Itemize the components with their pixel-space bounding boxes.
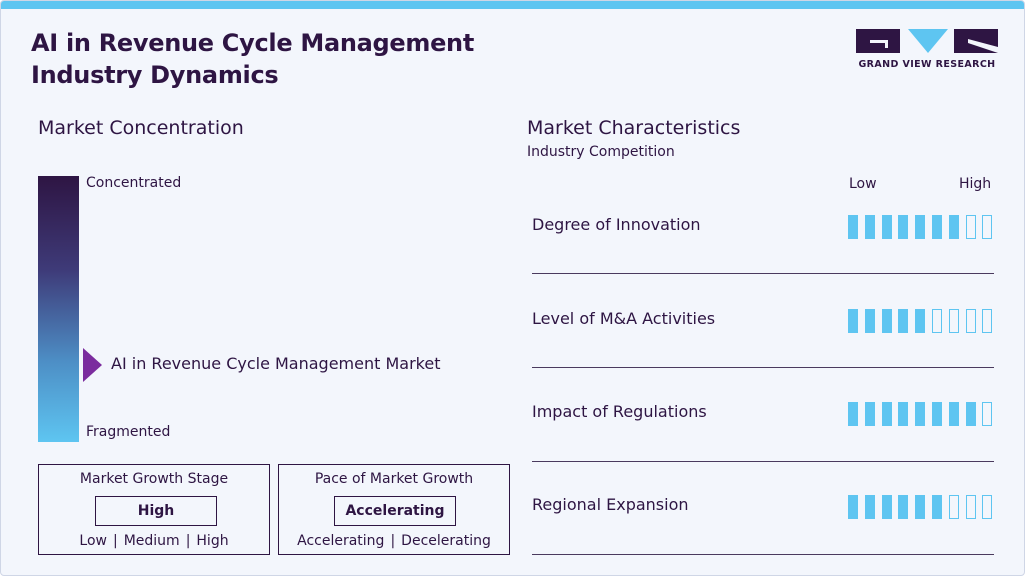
concentrated-label: Concentrated (86, 175, 182, 191)
growth-stage-option-low: Low (79, 533, 107, 549)
row-divider (532, 273, 994, 274)
rating-tick-filled (931, 495, 942, 519)
growth-stage-title: Market Growth Stage (79, 471, 229, 487)
rating-tick-filled (881, 309, 892, 333)
industry-competition-subheading: Industry Competition (527, 144, 675, 160)
rating-tick-filled (915, 402, 926, 426)
characteristic-rating-scale (848, 215, 999, 239)
characteristic-label: Impact of Regulations (532, 402, 707, 421)
pace-of-market-growth-box: Pace of Market Growth Accelerating Accel… (278, 464, 510, 555)
characteristic-label: Regional Expansion (532, 495, 689, 514)
rating-tick-filled (965, 402, 976, 426)
rating-tick-filled (898, 495, 909, 519)
rating-tick-empty (982, 402, 993, 426)
growth-pace-options: Accelerating | Decelerating (297, 533, 491, 549)
growth-pace-title: Pace of Market Growth (314, 471, 474, 487)
title-line-1: AI in Revenue Cycle Management (31, 29, 475, 57)
growth-stage-value: High (95, 496, 217, 526)
growth-pace-option-accelerating: Accelerating (297, 533, 385, 549)
row-divider (532, 461, 994, 462)
rating-tick-empty (982, 309, 993, 333)
logo-text: GRAND VIEW RESEARCH (858, 59, 996, 70)
rating-tick-filled (848, 309, 858, 333)
rating-tick-filled (848, 215, 858, 239)
row-divider (532, 554, 994, 555)
rating-tick-empty (965, 495, 976, 519)
rating-tick-filled (948, 215, 959, 239)
rating-tick-filled (948, 402, 959, 426)
rating-tick-empty (948, 495, 959, 519)
characteristic-label: Level of M&A Activities (532, 309, 716, 328)
growth-stage-option-medium: Medium (123, 533, 180, 549)
rating-tick-filled (864, 402, 875, 426)
rating-tick-empty (965, 309, 976, 333)
market-concentration-heading: Market Concentration (38, 117, 244, 139)
rating-tick-filled (848, 402, 858, 426)
market-position-label: AI in Revenue Cycle Management Market (111, 354, 441, 373)
logo-mark-icon (856, 29, 998, 53)
scale-low-label: Low (849, 176, 877, 192)
rating-tick-filled (848, 495, 858, 519)
scale-high-label: High (959, 176, 992, 192)
growth-pace-value: Accelerating (334, 496, 456, 526)
market-characteristics-heading: Market Characteristics (527, 117, 741, 139)
rating-tick-filled (931, 402, 942, 426)
growth-stage-options: Low | Medium | High (79, 533, 229, 549)
rating-tick-empty (982, 215, 993, 239)
market-position-pointer-icon (83, 348, 102, 382)
rating-tick-empty (982, 495, 993, 519)
rating-tick-filled (881, 402, 892, 426)
rating-tick-filled (864, 495, 875, 519)
rating-tick-filled (915, 215, 926, 239)
rating-tick-filled (864, 309, 875, 333)
rating-tick-empty (965, 215, 976, 239)
characteristic-rating-scale (848, 309, 999, 333)
growth-pace-option-decelerating: Decelerating (401, 533, 491, 549)
grand-view-research-logo: GRAND VIEW RESEARCH (856, 29, 998, 73)
market-growth-stage-box: Market Growth Stage High Low | Medium | High (38, 464, 270, 555)
characteristic-label: Degree of Innovation (532, 215, 701, 234)
characteristic-rating-scale (848, 495, 999, 519)
row-divider (532, 367, 994, 368)
rating-tick-filled (881, 495, 892, 519)
rating-tick-empty (948, 309, 959, 333)
rating-tick-filled (898, 402, 909, 426)
title-line-2: Industry Dynamics (31, 61, 279, 89)
rating-tick-filled (898, 215, 909, 239)
page-title: AI in Revenue Cycle Management Industry … (31, 27, 551, 91)
concentration-scale-bar (38, 176, 79, 442)
rating-tick-filled (881, 215, 892, 239)
top-accent-bar (1, 1, 1024, 9)
growth-stage-option-high: High (196, 533, 229, 549)
rating-tick-filled (915, 309, 926, 333)
rating-tick-empty (931, 309, 942, 333)
rating-tick-filled (898, 309, 909, 333)
rating-tick-filled (915, 495, 926, 519)
rating-tick-filled (931, 215, 942, 239)
rating-tick-filled (864, 215, 875, 239)
characteristic-rating-scale (848, 402, 999, 426)
fragmented-label: Fragmented (86, 424, 171, 440)
